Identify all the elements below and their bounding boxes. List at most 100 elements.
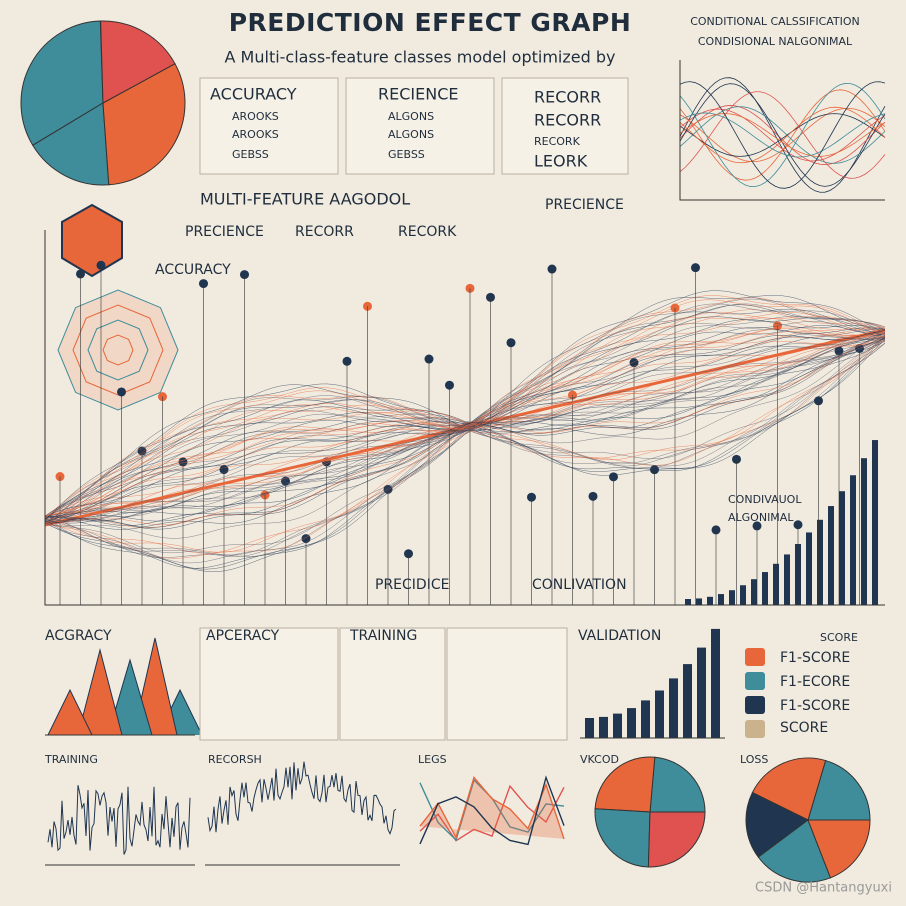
noise-line <box>47 785 191 855</box>
decor-line <box>679 113 886 157</box>
decor-bar <box>784 554 790 605</box>
decor-bar <box>861 458 867 605</box>
decor-line <box>44 312 886 517</box>
wedge <box>745 791 809 858</box>
decor-line <box>44 339 886 559</box>
legend-item: RECORR <box>534 88 601 107</box>
score-label: F1-ECORE <box>780 674 850 690</box>
wedge <box>649 756 706 813</box>
decor-bar <box>751 579 757 605</box>
title: PREDICTION EFFECT GRAPH <box>229 8 632 37</box>
decor-line <box>44 290 886 521</box>
radar-ring <box>102 334 134 366</box>
decor-line <box>679 106 886 164</box>
wedge <box>757 819 832 883</box>
decor-bar <box>740 585 746 605</box>
panel-title: ACGRACY <box>45 628 112 644</box>
panel-title: LEGS <box>418 753 447 766</box>
decor-bar <box>828 506 834 605</box>
decor-bar <box>669 678 678 738</box>
legend-item: RECORK <box>534 135 581 148</box>
panel-title: APCERACY <box>206 628 280 644</box>
decor-line <box>44 343 886 557</box>
decor-bar <box>806 532 812 605</box>
score-swatch <box>745 696 765 714</box>
decor-line <box>679 81 886 189</box>
legend-item: RECORR <box>534 111 601 130</box>
axis <box>44 230 885 606</box>
decor-line <box>679 83 886 187</box>
panel-title: CONDITIONAL CALSSIFICATION <box>690 15 860 28</box>
main-label: ALGONIMAL <box>728 511 794 524</box>
legend-item: AROOKS <box>232 110 279 123</box>
noise-line <box>207 761 397 836</box>
panel-title: VKCOD <box>580 753 619 766</box>
radar-ring <box>72 304 164 396</box>
decor-bar <box>683 664 692 738</box>
panel-title: LOSS <box>740 753 768 766</box>
decor-bar <box>762 572 768 605</box>
legend-title: ACCURACY <box>210 85 297 104</box>
wedge <box>751 757 827 821</box>
wedge <box>807 819 871 879</box>
decor-line <box>44 332 886 523</box>
decor-bar <box>696 598 702 605</box>
decor-bar <box>707 596 713 605</box>
main-label: RECORK <box>398 224 457 240</box>
wedge <box>594 808 651 868</box>
decor-bar <box>613 713 622 738</box>
radar-ring <box>87 319 149 381</box>
score-label: SCORE <box>780 720 828 736</box>
decor-bar <box>599 716 608 738</box>
decor-bar <box>585 718 594 738</box>
panel <box>446 627 568 741</box>
panel <box>199 627 339 741</box>
decor-line <box>44 337 886 530</box>
radar-ring <box>57 289 179 411</box>
panel-title: VALIDATION <box>578 628 661 644</box>
wedge <box>647 811 706 868</box>
decor-line <box>44 321 886 519</box>
score-swatch <box>745 720 765 738</box>
zigzag <box>419 775 565 846</box>
decor-line <box>679 107 886 163</box>
decor-line <box>44 340 886 520</box>
legend-item: GEBSS <box>232 148 269 161</box>
decor-line <box>44 332 886 521</box>
decor-line <box>679 112 886 158</box>
main-label: PRECIENCE <box>185 224 264 240</box>
main-label: PRECIENCE <box>545 197 624 213</box>
spike <box>47 688 93 736</box>
decor-bar <box>817 519 823 605</box>
legend-box <box>345 77 495 175</box>
legend-item: GEBSS <box>388 148 425 161</box>
decor-line <box>44 303 886 521</box>
legend-box <box>501 77 629 175</box>
decor-bar <box>839 491 845 605</box>
score-label: F1-SCORE <box>780 650 850 666</box>
legend-item: AROOKS <box>232 128 279 141</box>
decor-line <box>679 106 886 164</box>
wedge <box>594 756 656 813</box>
decor-bar <box>711 628 720 738</box>
decor-line <box>44 328 886 522</box>
score-label: SCORE <box>820 631 858 644</box>
decor-bar <box>641 700 650 738</box>
panel <box>339 627 446 741</box>
decor-bar <box>627 708 636 738</box>
decor-line <box>44 342 886 556</box>
legend-item: ALGONS <box>388 128 434 141</box>
decor-bar <box>685 599 691 605</box>
decor-bar <box>773 563 779 605</box>
decor-line <box>44 336 886 570</box>
decor-line <box>44 299 886 519</box>
decor-bar <box>697 647 706 738</box>
panel-title: TRAINING <box>349 628 417 644</box>
decor-line <box>44 330 886 519</box>
decor-line <box>679 108 886 162</box>
decor-line <box>44 335 886 526</box>
main-label: ACCURACY <box>155 262 231 278</box>
decor-bar <box>729 590 735 605</box>
legend-box <box>199 77 339 175</box>
